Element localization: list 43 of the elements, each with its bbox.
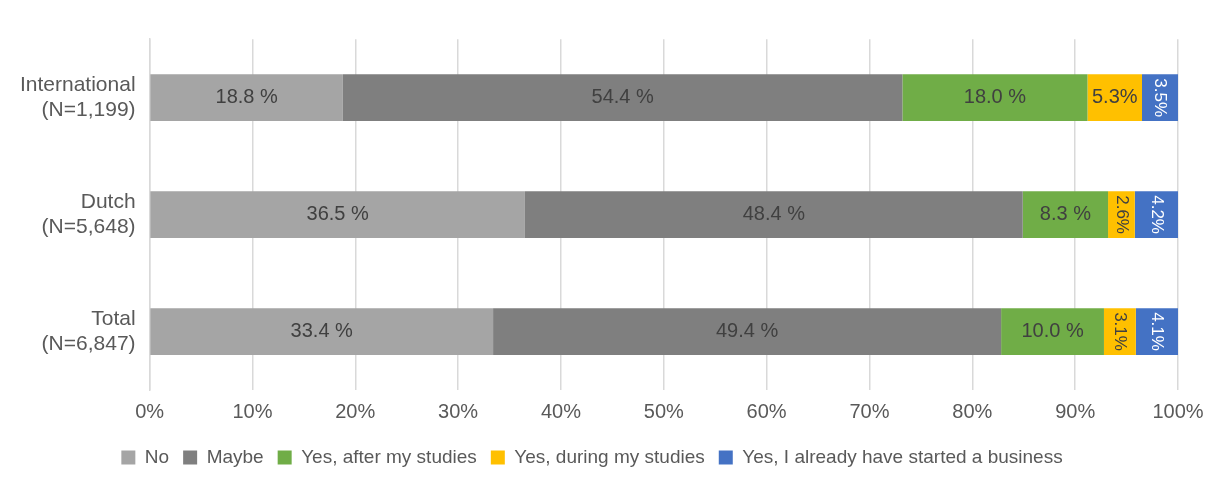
data-label: 4.2% <box>1147 195 1167 234</box>
x-tick-label: 70% <box>849 399 890 422</box>
x-tick-label: 40% <box>540 399 582 422</box>
x-tick-label: 50% <box>643 399 685 422</box>
x-tick-label: 10% <box>232 399 273 422</box>
data-label: 54.4 % <box>591 85 654 108</box>
legend-label: Maybe <box>206 445 264 467</box>
x-tick-label: 0% <box>135 399 165 422</box>
legend-label: Yes, after my studies <box>301 445 477 467</box>
bar <box>524 191 1023 238</box>
bar <box>1022 191 1109 238</box>
bar <box>150 74 343 122</box>
data-label: 8.3 % <box>1039 202 1092 225</box>
x-tick-label: 20% <box>335 399 376 422</box>
y-tick-label: International (N=1,199) <box>19 71 136 121</box>
data-label: 5.3% <box>1091 85 1138 108</box>
y-tick-label: Dutch (N=5,648) <box>41 188 136 237</box>
legend-label: Yes, during my studies <box>514 445 705 467</box>
data-label: 33.4 % <box>290 319 354 342</box>
x-tick-label: 80% <box>952 399 993 422</box>
data-label: 49.4 % <box>715 319 779 342</box>
data-label: 3.5% <box>1151 78 1171 118</box>
legend-label: Yes, I already have started a business <box>742 445 1063 467</box>
x-tick-label: 90% <box>1055 399 1096 422</box>
bar <box>902 74 1088 122</box>
bar <box>342 74 903 122</box>
bar <box>493 308 1002 355</box>
data-label: 10.0 % <box>1021 319 1084 342</box>
data-label: 48.4 % <box>742 202 806 225</box>
bar <box>1001 308 1104 355</box>
data-label: 2.6% <box>1112 195 1132 234</box>
y-tick-label: Total (N=6,847) <box>41 305 136 354</box>
data-label: 4.1% <box>1148 312 1168 351</box>
bar <box>150 308 494 355</box>
data-label: 18.0 % <box>963 85 1027 108</box>
data-label: 3.1% <box>1111 312 1131 351</box>
x-tick-label: 60% <box>746 399 787 422</box>
bar <box>150 191 525 238</box>
x-tick-label: 100% <box>1152 399 1204 422</box>
legend-label: No <box>144 445 170 467</box>
data-label: 18.8 % <box>215 85 278 108</box>
x-tick-label: 30% <box>438 399 479 422</box>
data-label: 36.5 % <box>306 202 369 225</box>
